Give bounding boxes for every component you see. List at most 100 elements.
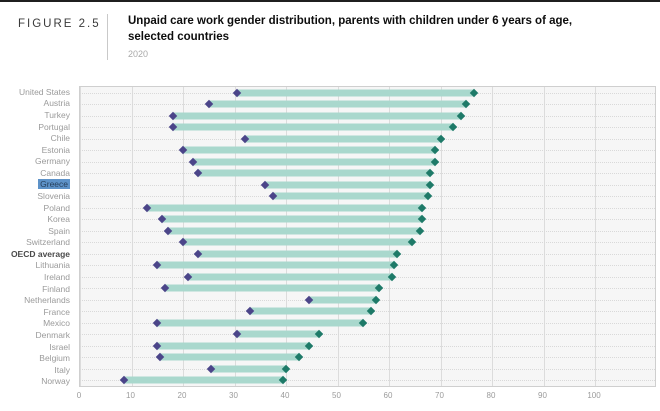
dumbbell-row [80,191,655,203]
category-label: Israel [49,341,70,352]
range-bar [172,112,462,120]
x-tick-label: 60 [383,391,393,400]
dumbbell-row [80,237,655,249]
range-bar [183,146,436,154]
dumbbell-row [80,168,655,180]
row-leader-line [80,345,655,347]
row-leader-line [80,368,655,370]
x-tick-label: 0 [76,391,82,400]
dumbbell-row [80,317,655,329]
range-bar [193,158,436,166]
range-bar [157,342,310,350]
dumbbell-row [80,87,655,99]
category-label: Finland [42,283,70,294]
range-bar [157,261,395,269]
category-labels: United States Austria Turkey Portugal Chile E… [0,86,75,387]
plot-area [79,86,656,387]
category-label: Poland [43,202,70,213]
category-label: Canada [40,167,70,178]
gridline [595,87,596,386]
range-bar [198,169,431,177]
category-label: Belgium [39,353,70,364]
gridline [337,87,339,386]
category-label: Denmark [35,329,70,340]
dumbbell-row [80,271,655,283]
dumbbell-row [80,179,655,191]
gridline [131,87,133,386]
range-bar [183,238,413,246]
highlighted-category-label: Greece [38,179,70,190]
gridline [183,87,184,386]
category-label: Italy [54,364,70,375]
gridline [543,87,545,386]
gridline [492,87,493,386]
category-label: Ireland [44,272,70,283]
range-bar [188,273,392,281]
gridline [234,87,236,386]
category-label: Austria [43,98,70,109]
category-label: Estonia [41,144,70,155]
range-bar [309,296,377,304]
category-label: Turkey [44,109,70,120]
gridline [389,87,390,386]
category-label: Switzerland [26,237,70,248]
bar-rows [80,87,655,386]
category-label: France [43,306,70,317]
category-label: Greece [0,179,75,191]
x-tick-label: 40 [280,391,290,400]
dumbbell-row [80,363,655,375]
row-leader-line [80,334,655,336]
category-label: Germany [35,156,70,167]
x-tick-label: 70 [435,391,444,400]
x-tick-label: 30 [229,391,238,400]
chart-subtitle: 2020 [128,49,149,59]
range-bar [172,123,454,131]
chart-title: Unpaid care work gender distribution, pa… [128,15,573,43]
x-axis-ticks: 0 10 20 30 40 50 60 70 80 90 100 [76,391,656,403]
x-tick-label: 20 [177,391,187,400]
dumbbell-row [80,214,655,226]
range-bar [164,284,379,292]
range-bar [157,319,364,327]
range-bar [244,135,441,143]
range-bar [167,227,420,235]
dumbbell-row [80,248,655,260]
category-label: Spain [48,225,70,236]
category-label: Lithuania [35,260,70,271]
category-label: Norway [41,376,70,387]
dumbbell-row [80,122,655,134]
dumbbell-row [80,156,655,168]
x-tick-label: 100 [587,391,601,400]
figure-label: FIGURE 2.5 [18,18,101,30]
dumbbell-row [80,283,655,295]
range-bar [265,181,431,189]
x-tick-label: 90 [538,391,547,400]
gridline [440,87,442,386]
dumbbell-row [80,294,655,306]
dumbbell-row [80,329,655,341]
category-label: United States [18,86,70,97]
gridline [286,87,287,386]
dumbbell-row [80,340,655,352]
category-label: Slovenia [37,190,70,201]
range-bar [211,365,286,373]
range-bar [273,192,428,200]
range-bar [237,89,474,97]
category-label: Chile [50,133,70,144]
end-marker-diamond [418,203,427,212]
range-bar [237,330,320,338]
dumbbell-row [80,145,655,157]
row-leader-line [80,322,655,324]
row-leader-line [80,357,655,359]
range-bar [249,307,371,315]
x-tick-label: 10 [126,391,135,400]
range-bar [198,250,397,258]
category-label: OECD average [10,248,70,259]
dumbbell-row [80,99,655,111]
gridline [80,87,81,386]
range-bar [208,100,467,108]
dumbbell-row [80,375,655,387]
x-tick-label: 50 [332,391,341,400]
range-bar [162,215,423,223]
dumbbell-row [80,306,655,318]
